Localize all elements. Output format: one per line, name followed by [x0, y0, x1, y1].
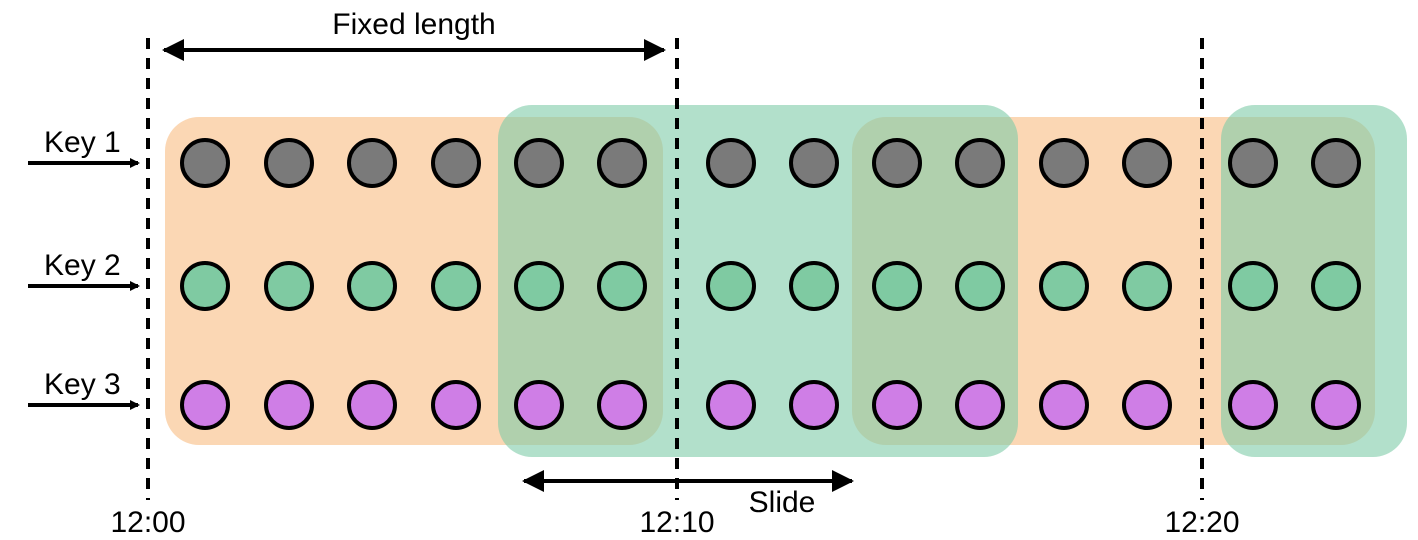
event-dot-key-3 [597, 380, 647, 430]
event-dot-key-3 [264, 380, 314, 430]
event-dot-key-1 [955, 138, 1005, 188]
event-dot-key-3 [1122, 380, 1172, 430]
event-dot-key-3 [1039, 380, 1089, 430]
event-dot-key-2 [706, 261, 756, 311]
time-label-1220: 12:20 [1164, 506, 1239, 539]
event-dot-key-2 [789, 261, 839, 311]
event-dot-key-1 [1311, 138, 1361, 188]
event-dot-key-2 [514, 261, 564, 311]
event-dot-key-1 [706, 138, 756, 188]
time-lines [146, 38, 1204, 500]
event-dot-key-2 [1039, 261, 1089, 311]
event-dot-key-3 [706, 380, 756, 430]
key-arrows [28, 158, 140, 410]
key-3-label: Key 3 [44, 368, 121, 401]
event-dot-key-2 [1228, 261, 1278, 311]
event-dot-key-3 [431, 380, 481, 430]
time-label-1210: 12:10 [639, 506, 714, 539]
event-dot-key-3 [180, 380, 230, 430]
key-2-label: Key 2 [44, 249, 121, 282]
slide-label: Slide [749, 486, 816, 519]
event-dot-key-1 [1039, 138, 1089, 188]
event-dot-key-2 [597, 261, 647, 311]
time-label-1200: 12:00 [110, 506, 185, 539]
event-dot-key-3 [347, 380, 397, 430]
event-dot-key-3 [789, 380, 839, 430]
event-dot-key-2 [872, 261, 922, 311]
event-dot-key-1 [347, 138, 397, 188]
event-dot-key-2 [1122, 261, 1172, 311]
event-dot-key-3 [1228, 380, 1278, 430]
event-dot-key-1 [789, 138, 839, 188]
event-dot-key-1 [514, 138, 564, 188]
event-dot-key-1 [1122, 138, 1172, 188]
event-dot-key-2 [1311, 261, 1361, 311]
event-dot-key-1 [1228, 138, 1278, 188]
event-dot-key-2 [347, 261, 397, 311]
event-dot-key-3 [955, 380, 1005, 430]
event-dot-key-2 [955, 261, 1005, 311]
event-dot-key-1 [431, 138, 481, 188]
event-dot-key-2 [180, 261, 230, 311]
event-dot-key-3 [1311, 380, 1361, 430]
event-dot-key-3 [514, 380, 564, 430]
event-dot-key-1 [872, 138, 922, 188]
event-dot-key-2 [264, 261, 314, 311]
event-dots [180, 138, 1361, 430]
fixed-length-label: Fixed length [332, 8, 495, 41]
event-dot-key-1 [180, 138, 230, 188]
key-1-label: Key 1 [44, 126, 121, 159]
window-green-1 [498, 105, 1018, 457]
event-dot-key-2 [431, 261, 481, 311]
event-dot-key-3 [872, 380, 922, 430]
event-dot-key-1 [264, 138, 314, 188]
event-dot-key-1 [597, 138, 647, 188]
